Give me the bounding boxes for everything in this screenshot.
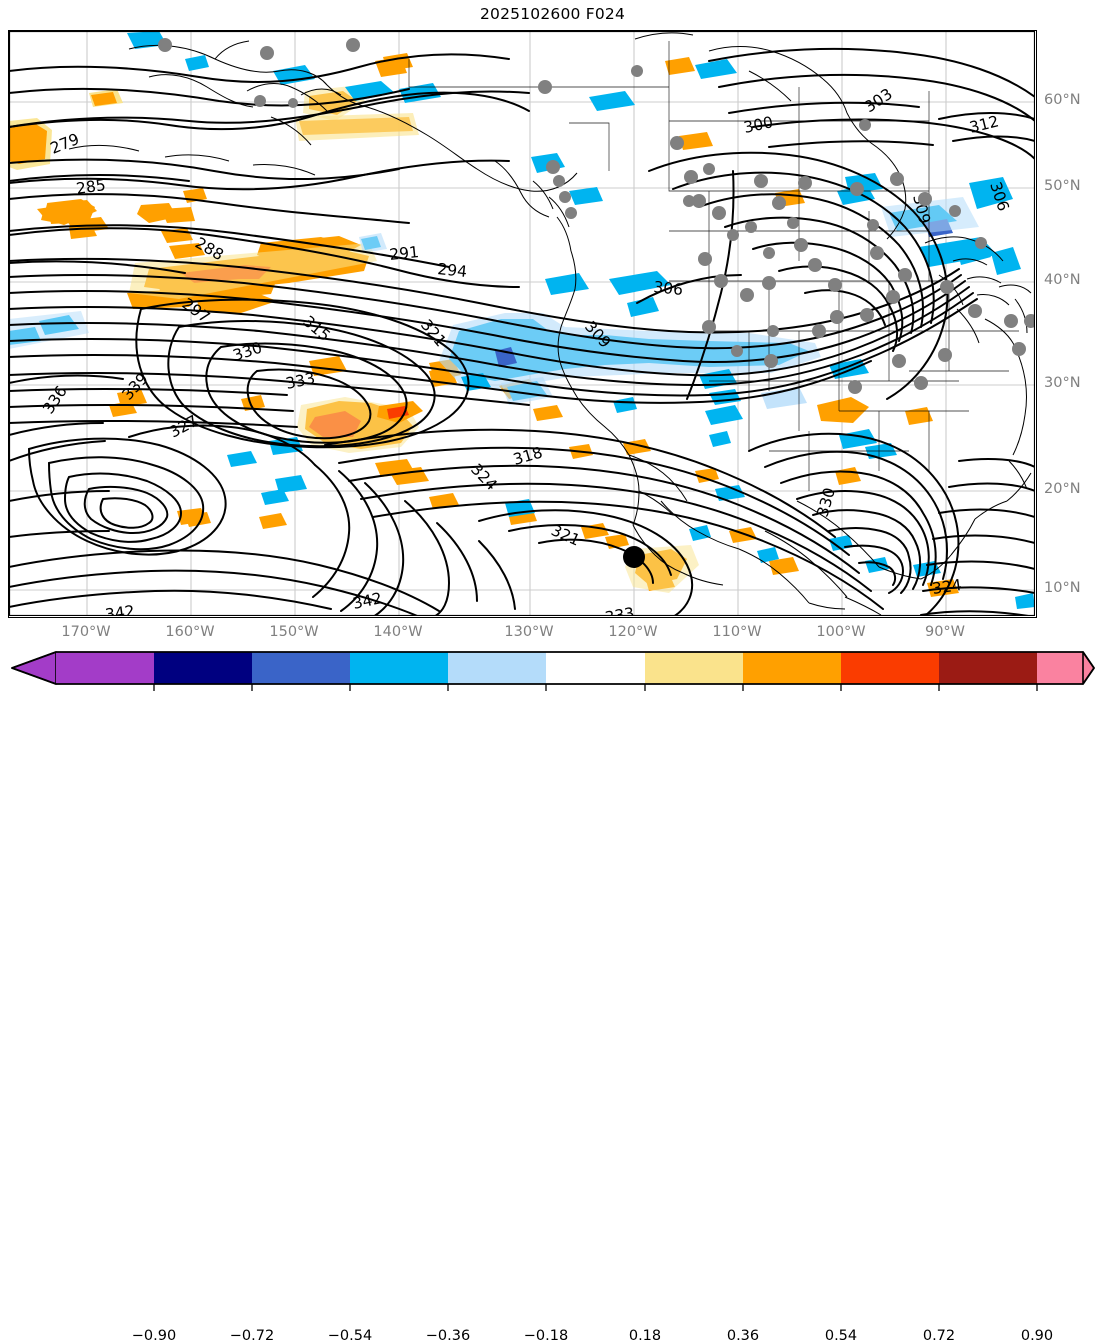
lat-label-20n: 20°N	[1044, 481, 1081, 497]
contour-label-285: 285	[75, 176, 107, 198]
lon-label-90w: 90°W	[924, 624, 966, 640]
cbar-label--0.18: −0.18	[523, 1328, 569, 1344]
colorbar-ticks	[153, 684, 1038, 691]
contour-label-333b: 333	[604, 604, 636, 616]
colorbar-bands	[56, 652, 1083, 684]
lat-label-30n: 30°N	[1044, 375, 1081, 391]
cbar-label-0.18: 0.18	[628, 1328, 662, 1344]
cbar-label-0.72: 0.72	[922, 1328, 956, 1344]
contour-label-294: 294	[437, 260, 468, 281]
lon-label-150w: 150°W	[269, 624, 319, 640]
colorbar-outline	[11, 651, 1095, 685]
shading-cool-negative	[9, 31, 1035, 609]
contour-label-306b: 306	[986, 180, 1012, 214]
lat-label-10n: 10°N	[1044, 580, 1081, 596]
lat-label-60n: 60°N	[1044, 92, 1081, 108]
lon-label-130w: 130°W	[504, 624, 554, 640]
contour-label-303: 303	[861, 85, 896, 116]
lon-label-160w: 160°W	[165, 624, 215, 640]
cbar-label--0.72: −0.72	[229, 1328, 275, 1344]
lon-label-120w: 120°W	[608, 624, 658, 640]
lon-label-170w: 170°W	[61, 624, 111, 640]
cbar-label--0.54: −0.54	[327, 1328, 373, 1344]
lon-label-110w: 110°W	[712, 624, 762, 640]
lon-label-140w: 140°W	[373, 624, 423, 640]
contour-label-336: 336	[39, 383, 70, 418]
cbar-label--0.90: −0.90	[131, 1328, 177, 1344]
map-canvas: 279 285 288 291 294 297 300 303 306 309 …	[9, 31, 1035, 616]
weather-map-panel[interactable]: 279 285 288 291 294 297 300 303 306 309 …	[8, 30, 1037, 618]
cbar-label--0.36: −0.36	[425, 1328, 471, 1344]
contour-label-279: 279	[48, 130, 82, 158]
cbar-label-0.90: 0.90	[1020, 1328, 1054, 1344]
colorbar-canvas	[11, 651, 1095, 691]
station-markers	[158, 38, 1035, 394]
contour-label-300: 300	[742, 113, 775, 137]
colorbar-under-arrow	[11, 651, 57, 685]
contour-label-342: 342	[104, 602, 136, 616]
page-title: 2025102600 F024	[479, 5, 626, 23]
storm-center-marker[interactable]	[623, 546, 645, 568]
colorbar[interactable]: −0.90 −0.72 −0.54 −0.36 −0.18 0.18 0.36 …	[0, 650, 1105, 1344]
contour-label-312: 312	[968, 112, 1001, 137]
contour-label-291: 291	[389, 243, 420, 264]
contour-label-306: 306	[653, 278, 684, 299]
lat-label-50n: 50°N	[1044, 178, 1081, 194]
lon-label-100w: 100°W	[816, 624, 866, 640]
contour-label-342b: 342	[351, 589, 384, 613]
contour-label-333: 333	[284, 369, 317, 393]
contour-label-324c: 324	[931, 576, 963, 598]
cbar-label-0.36: 0.36	[726, 1328, 760, 1344]
colorbar-over-arrow	[1082, 651, 1095, 685]
cbar-label-0.54: 0.54	[824, 1328, 858, 1344]
contour-lines	[9, 47, 1035, 616]
map-coastlines	[68, 32, 1032, 616]
lat-label-40n: 40°N	[1044, 272, 1081, 288]
